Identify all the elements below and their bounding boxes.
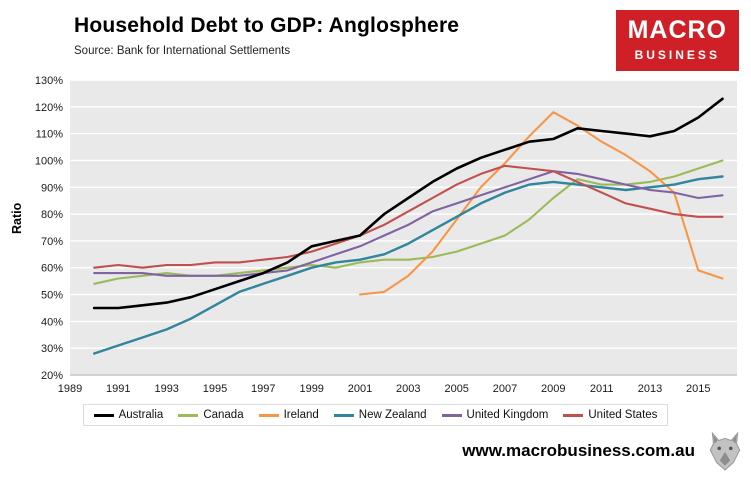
legend-swatch-new-zealand: [333, 413, 354, 417]
x-tick-label: 2009: [541, 383, 565, 395]
legend-label-canada: Canada: [203, 409, 244, 421]
y-tick-label: 60%: [41, 263, 63, 275]
y-tick-label: 100%: [35, 156, 63, 168]
legend-swatch-australia: [93, 413, 114, 417]
series-line-new-zealand: [92, 175, 724, 355]
x-tick-label: 2001: [348, 383, 372, 395]
chart-area: Ratio 20% 30% 40% 50% 60% 70% 80% 90% 100% 110% 12…: [0, 72, 751, 402]
x-tick-label: 1989: [58, 383, 82, 395]
title-block: Household Debt to GDP: Anglosphere Sourc…: [74, 10, 459, 57]
footer: www.macrobusiness.com.au: [0, 426, 751, 472]
series-line-australia: [92, 97, 724, 310]
y-tick-label: 110%: [36, 129, 64, 141]
legend-label-united-states: United States: [588, 409, 658, 421]
x-tick-label: 1993: [154, 383, 178, 395]
source-subtitle: Source: Bank for International Settlemen…: [74, 45, 291, 57]
series-line-ireland: [358, 111, 724, 296]
x-tick-label: 1997: [251, 383, 275, 395]
chart-legend: Australia Canada Ireland New Zealand United …: [82, 404, 669, 426]
legend-label-united-kingdom: United Kingdom: [466, 409, 549, 421]
legend-swatch-united-kingdom: [441, 413, 462, 417]
y-tick-label: 40%: [41, 316, 63, 328]
y-tick-label: 30%: [41, 343, 63, 355]
y-tick-label: 90%: [41, 182, 63, 194]
legend-item-australia: Australia: [93, 409, 164, 421]
website-link[interactable]: www.macrobusiness.com.au: [462, 441, 695, 460]
x-tick-label: 2011: [590, 383, 614, 395]
legend-label-australia: Australia: [118, 409, 164, 421]
y-tick-label: 130%: [35, 75, 63, 87]
y-tick-label: 120%: [35, 102, 63, 114]
y-tick-label: 20%: [41, 370, 63, 382]
legend-label-new-zealand: New Zealand: [358, 409, 427, 421]
y-tick-label: 80%: [41, 209, 63, 221]
x-tick-label: 2005: [444, 383, 468, 395]
macrobusiness-logo: MACRO BUSINESS: [615, 10, 739, 71]
x-tick-label: 2013: [638, 383, 662, 395]
x-tick-label: 1991: [106, 383, 130, 395]
page-title: Household Debt to GDP: Anglosphere: [74, 14, 460, 37]
x-tick-label: 1999: [299, 383, 323, 395]
legend-item-ireland: Ireland: [258, 409, 319, 421]
legend-label-ireland: Ireland: [283, 409, 319, 421]
y-tick-label: 50%: [41, 290, 63, 302]
logo-text-business: BUSINESS: [634, 48, 720, 62]
legend-item-united-kingdom: United Kingdom: [441, 409, 549, 421]
legend-swatch-canada: [178, 413, 199, 417]
legend-item-new-zealand: New Zealand: [333, 409, 427, 421]
x-tick-label: 1995: [203, 383, 227, 395]
y-axis-title: Ratio: [10, 202, 24, 234]
logo-text-macro: MACRO: [627, 16, 727, 44]
x-tick-label: 2003: [396, 383, 420, 395]
legend-item-canada: Canada: [178, 409, 244, 421]
series-line-united-states: [93, 164, 724, 269]
series-line-united-kingdom: [93, 170, 724, 277]
header: Household Debt to GDP: Anglosphere Sourc…: [0, 0, 751, 71]
legend-swatch-united-states: [563, 413, 584, 417]
household-debt-line-chart: 20% 30% 40% 50% 60% 70% 80% 90% 100% 110% 120% 130%…: [35, 75, 737, 395]
x-tick-label: 2007: [493, 383, 517, 395]
y-tick-label: 70%: [41, 236, 63, 248]
legend-swatch-ireland: [258, 413, 279, 417]
legend-item-united-states: United States: [563, 409, 657, 421]
wolf-logo-icon: [709, 431, 741, 471]
x-tick-label: 2015: [686, 383, 710, 395]
